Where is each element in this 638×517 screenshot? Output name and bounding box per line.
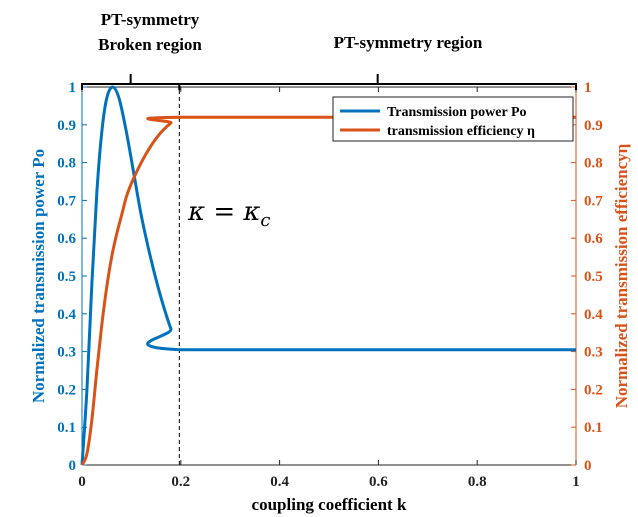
y-tick-label-left: 0.9 [57, 118, 76, 134]
y-axis-right-label: Normalized transmission efficiencyη [612, 144, 631, 409]
y-tick-label-right: 1 [584, 80, 592, 96]
y-axis-left-label: Normalized transmission power Po [29, 149, 48, 403]
x-tick-label: 0.4 [270, 474, 289, 490]
legend-label-efficiency: transmission efficiency η [387, 124, 535, 139]
x-tick-label: 0.6 [369, 474, 388, 490]
y-tick-label-left: 0.1 [57, 420, 76, 436]
y-tick-label-left: 0.6 [57, 231, 76, 247]
efficiency-series-line [80, 115, 576, 466]
y-tick-label-right: 0.7 [584, 193, 603, 209]
x-axis-label: coupling coefficient k [252, 495, 407, 514]
power-series-line [80, 85, 576, 466]
y-tick-label-left: 0.3 [57, 345, 76, 361]
broken-region-bracket [81, 74, 181, 90]
x-tick-label: 0.2 [171, 474, 190, 490]
symmetry-region-label: PT-symmetry region [334, 33, 483, 52]
critical-k-label: κ = κc [187, 197, 271, 231]
y-tick-label-left: 0.2 [57, 382, 76, 398]
legend-label-power: Transmission power Po [387, 105, 527, 120]
y-tick-label-right: 0.6 [584, 231, 603, 247]
broken-region-label-line2: Broken region [98, 35, 202, 54]
broken-region-label-line1: PT-symmetry [101, 10, 200, 29]
x-tick-label: 1 [572, 474, 580, 490]
y-tick-label-left: 0.8 [57, 156, 76, 172]
x-tick-label: 0.8 [468, 474, 487, 490]
y-tick-label-right: 0.1 [584, 420, 603, 436]
y-tick-label-left: 0.4 [57, 307, 76, 323]
x-tick-label: 0 [78, 474, 86, 490]
y-tick-label-left: 1 [69, 80, 77, 96]
y-tick-label-left: 0.7 [57, 193, 76, 209]
y-tick-label-right: 0.8 [584, 156, 603, 172]
y-tick-label-right: 0.5 [584, 269, 603, 285]
y-tick-label-left: 0.5 [57, 269, 76, 285]
y-tick-label-right: 0.3 [584, 345, 603, 361]
symmetry-region-bracket [179, 74, 577, 90]
legend: Transmission power Po transmission effic… [332, 96, 574, 142]
y-tick-label-right: 0.9 [584, 118, 603, 134]
y-tick-label-right: 0.4 [584, 307, 603, 323]
y-tick-label-left: 0 [69, 458, 77, 474]
y-tick-label-right: 0.2 [584, 382, 603, 398]
y-tick-label-right: 0 [584, 458, 592, 474]
